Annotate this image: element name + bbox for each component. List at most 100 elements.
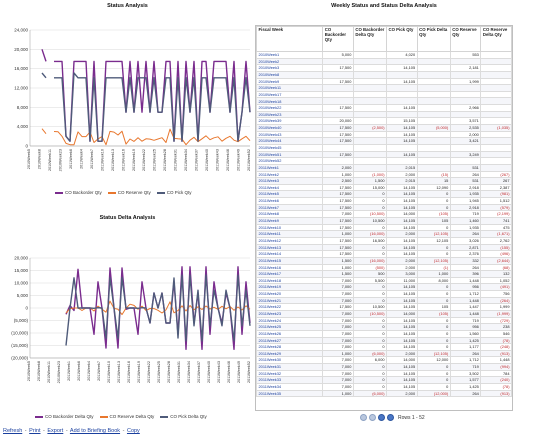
fiscal-week-link[interactable]: 2011Week22 [256, 303, 324, 311]
fiscal-week-link[interactable]: 2011Week29 [256, 349, 324, 358]
table-cell: 7,000 [322, 356, 354, 365]
first-page-button[interactable] [360, 414, 367, 421]
table-cell [480, 51, 512, 59]
fiscal-week-link[interactable]: 2011Week7 [256, 203, 324, 212]
table-cell: (491) [480, 283, 512, 292]
fiscal-week-link[interactable]: 2011Week24 [256, 316, 324, 325]
fiscal-week-link[interactable]: 2010Week40 [256, 124, 324, 132]
fiscal-week-link[interactable]: 2011Week10 [256, 223, 324, 232]
fiscal-week-link[interactable]: 2011Week4 [256, 183, 324, 192]
table-cell: 3,421 [449, 137, 482, 145]
x-tick-label: 2011Week31 [177, 361, 181, 383]
print-link[interactable]: Print [29, 428, 41, 434]
fiscal-week-link[interactable]: 2011Week28 [256, 343, 324, 351]
fiscal-week-link[interactable]: 2011Week13 [256, 243, 324, 252]
table-row: 2011Week17 1,500 500 3,000 1,000 396 132 [256, 270, 512, 278]
refresh-link[interactable]: Refresh [3, 428, 23, 434]
copy-link[interactable]: Copy [126, 428, 140, 434]
table-cell: (2,644) [480, 256, 512, 265]
table-cell: (12,105) [416, 256, 451, 265]
fiscal-week-link[interactable]: 2011Week12 [256, 236, 324, 245]
fiscal-week-link[interactable]: 2011Week30 [256, 356, 324, 365]
fiscal-week-link[interactable]: 2011Week17 [256, 270, 324, 278]
fiscal-week-link[interactable]: 2011Week23 [256, 310, 324, 318]
fiscal-week-link[interactable]: 2011Week26 [256, 329, 324, 338]
fiscal-week-link[interactable]: 2010Week43 [256, 130, 324, 139]
table-cell [352, 150, 388, 159]
table-cell: (994) [480, 363, 512, 371]
fiscal-week-link[interactable]: 2011Week18 [256, 276, 324, 285]
col-header-fiscal-week[interactable]: Fiscal Week [256, 26, 324, 52]
fiscal-week-link[interactable]: 2010Week39 [256, 117, 324, 126]
fiscal-week-link[interactable]: 2010Week9 [256, 77, 324, 86]
col-header-pick-delta[interactable]: CO Pick Delta Qty [416, 26, 451, 52]
fiscal-week-link[interactable]: 2010Week44 [256, 137, 324, 145]
fiscal-week-link[interactable]: 2011Week25 [256, 323, 324, 331]
table-cell [322, 84, 354, 92]
table-cell [480, 163, 512, 172]
fiscal-week-link[interactable]: 2011Week2 [256, 170, 324, 179]
fiscal-week-link[interactable]: 2010Week52 [256, 157, 324, 165]
table-cell [480, 157, 512, 165]
fiscal-week-link[interactable]: 2011Week14 [256, 250, 324, 258]
fiscal-week-link[interactable]: 2010Week8 [256, 70, 324, 79]
table-cell: 14,105 [386, 203, 418, 212]
fiscal-week-link[interactable]: 2010Week1 [256, 51, 324, 59]
fiscal-week-link[interactable]: 2011Week6 [256, 197, 324, 205]
fiscal-week-link[interactable]: 2010Week51 [256, 150, 324, 159]
fiscal-week-link[interactable]: 2011Week21 [256, 296, 324, 305]
fiscal-week-link[interactable]: 2011Week5 [256, 190, 324, 199]
table-cell: 1,448 [449, 276, 482, 285]
col-header-reserve-delta[interactable]: CO Reserve Delta Qty [480, 26, 512, 52]
series-line-2 [41, 72, 251, 142]
table-cell: (1,671) [480, 230, 512, 238]
fiscal-week-link[interactable]: 2010Week3 [256, 64, 324, 72]
fiscal-week-link[interactable]: 2011Week1 [256, 163, 324, 172]
fiscal-week-link[interactable]: 2011Week31 [256, 363, 324, 371]
fiscal-week-link[interactable]: 2011Week32 [256, 369, 324, 378]
fiscal-week-link[interactable]: 2011Week35 [256, 389, 324, 398]
fiscal-week-link[interactable]: 2011Week9 [256, 217, 324, 225]
fiscal-week-link[interactable]: 2010Week18 [256, 97, 324, 106]
fiscal-week-link[interactable]: 2011Week20 [256, 290, 324, 298]
table-row: 2011Week28 7,000 0 14,105 0 1,177 (248) [256, 343, 512, 351]
table-row: 2010Week18 [256, 97, 512, 106]
fiscal-week-link[interactable]: 2010Week23 [256, 110, 324, 119]
weekly-status-table-container[interactable]: Fiscal Week CO Backorder Qty CO Backorde… [255, 25, 513, 411]
col-header-backorder-delta[interactable]: CO Backorder Delta Qty [352, 26, 388, 52]
table-row: 2011Week27 7,000 0 14,105 0 1,425 (78) [256, 336, 512, 345]
fiscal-week-link[interactable]: 2011Week27 [256, 336, 324, 345]
fiscal-week-link[interactable]: 2011Week33 [256, 376, 324, 385]
fiscal-week-link[interactable]: 2011Week8 [256, 210, 324, 218]
fiscal-week-link[interactable]: 2011Week15 [256, 256, 324, 265]
table-cell: (2,500) [352, 124, 388, 132]
table-cell: 14,000 [386, 310, 418, 318]
fiscal-week-link[interactable]: 2010Week2 [256, 57, 324, 66]
prev-page-button[interactable] [369, 414, 376, 421]
col-header-reserve-qty[interactable]: CO Reserve Qty [449, 26, 482, 52]
table-cell: (729) [480, 316, 512, 325]
col-header-backorder-qty[interactable]: CO Backorder Qty [322, 26, 354, 52]
table-cell [386, 143, 418, 152]
fiscal-week-link[interactable]: 2010Week45 [256, 143, 324, 152]
table-cell: 14,105 [386, 236, 418, 245]
table-cell: 1,500 [322, 270, 354, 278]
fiscal-week-link[interactable]: 2010Week22 [256, 104, 324, 112]
x-tick-label: 2011Week46 [226, 149, 230, 171]
last-page-button[interactable] [387, 414, 394, 421]
x-tick-label: 2011Week25 [157, 361, 161, 383]
table-cell: 0 [352, 363, 388, 371]
fiscal-week-link[interactable]: 2011Week34 [256, 383, 324, 391]
fiscal-week-link[interactable]: 2011Week16 [256, 263, 324, 272]
add-to-briefing-book-link[interactable]: Add to Briefing Book [69, 428, 121, 434]
col-header-pick-qty[interactable]: CO Pick Qty [386, 26, 418, 52]
export-link[interactable]: Export [47, 428, 64, 434]
fiscal-week-link[interactable]: 2011Week19 [256, 283, 324, 292]
fiscal-week-link[interactable]: 2010Week17 [256, 90, 324, 99]
table-cell: 2,871 [449, 243, 482, 252]
fiscal-week-link[interactable]: 2010Week11 [256, 84, 324, 92]
next-page-button[interactable] [378, 414, 385, 421]
fiscal-week-link[interactable]: 2011Week3 [256, 177, 324, 185]
fiscal-week-link[interactable]: 2011Week11 [256, 230, 324, 238]
table-cell: 7,000 [322, 343, 354, 351]
